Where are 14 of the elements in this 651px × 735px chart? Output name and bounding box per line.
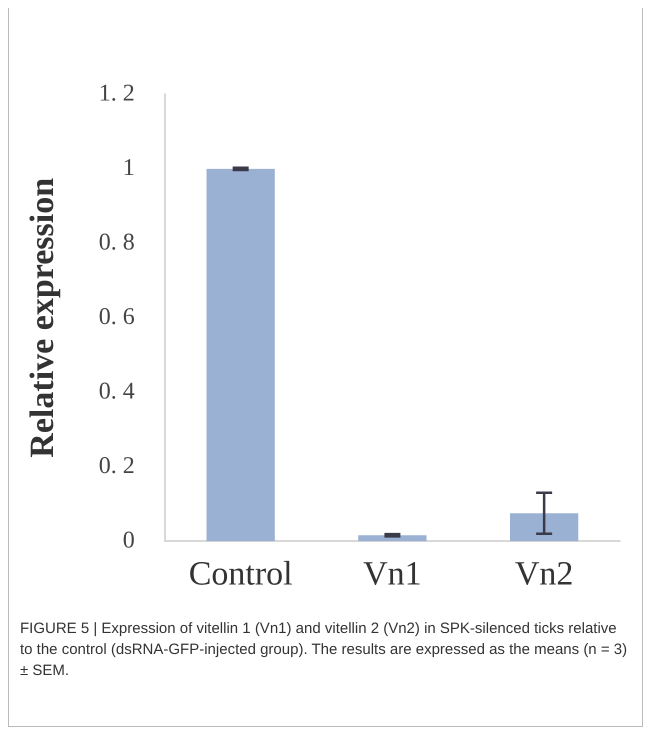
x-tick-label: Vn1 [363,556,422,593]
x-tick-label: Control [188,556,293,593]
y-tick-label: 0. 6 [98,304,135,330]
y-axis-title: Relative expression [24,178,62,458]
y-tick-label: 1 [122,155,135,182]
y-tick-label: 0. 2 [98,453,135,480]
y-tick-label: 0. 4 [98,378,135,405]
caption: FIGURE 5 | Expression of vitellin 1 (Vn1) and vitellin 2 (Vn2) in SPK-silenced ticks relative to the control (dsRNA-GFP-injected group). The results are expressed as the means (n = 3) ± SEM. [20,619,628,681]
x-tick-label: Vn2 [514,556,574,593]
y-tick-label: 0. 8 [98,230,135,256]
y-tick-label: 0 [122,527,135,554]
bar [206,168,275,542]
bar [510,513,578,542]
y-tick-label: 1. 2 [98,80,135,107]
